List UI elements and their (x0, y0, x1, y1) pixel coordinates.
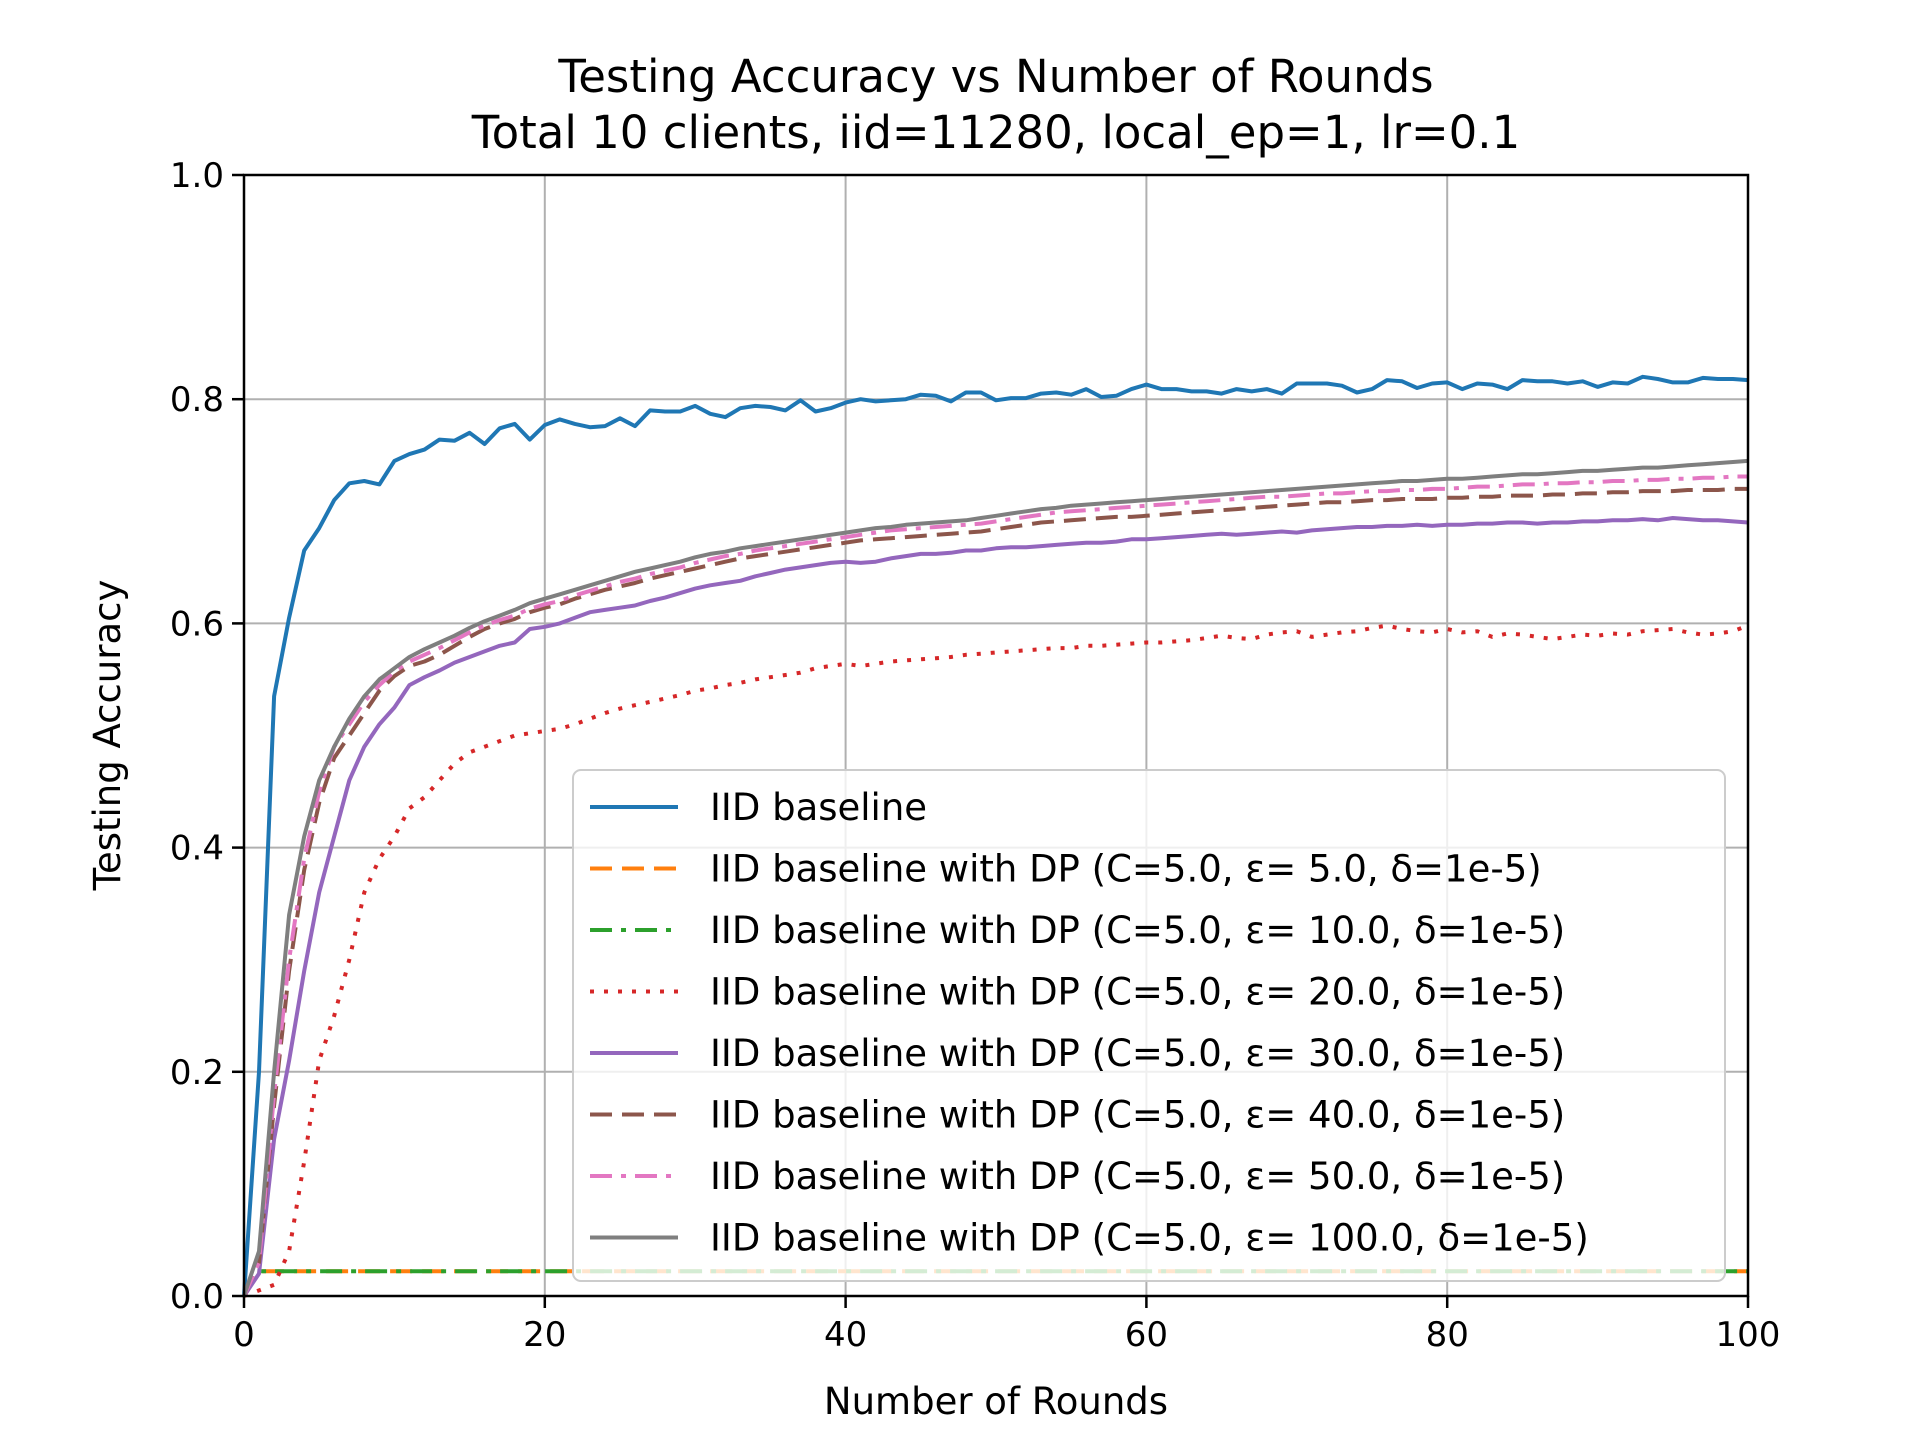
x-tick-label: 0 (233, 1315, 255, 1355)
x-tick-label: 80 (1426, 1315, 1469, 1355)
x-axis-label: Number of Rounds (824, 1380, 1168, 1423)
y-axis-label: Testing Accuracy (86, 580, 129, 892)
series-line-0 (242, 374, 1749, 1297)
y-tick-label: 0.6 (170, 604, 224, 644)
axis-ticks: 0 20 40 60 80 100 0.0 0.2 0.4 0.6 0.8 1.0 (170, 156, 1781, 1355)
legend-label-6: IID baseline with DP (C=5.0, ε= 50.0, δ=… (710, 1155, 1565, 1198)
chart-title: Testing Accuracy vs Number of Rounds (557, 50, 1433, 103)
y-tick-label: 0.4 (170, 829, 224, 869)
legend-label-1: IID baseline with DP (C=5.0, ε= 5.0, δ=1… (710, 848, 1542, 891)
legend-label-5: IID baseline with DP (C=5.0, ε= 40.0, δ=… (710, 1094, 1565, 1137)
y-tick-label: 0.8 (170, 380, 224, 420)
chart-subtitle: Total 10 clients, iid=11280, local_ep=1,… (471, 106, 1520, 159)
series-line-4 (242, 516, 1749, 1298)
x-tick-label: 100 (1716, 1315, 1781, 1355)
series-line-7 (242, 458, 1749, 1297)
series-line-6 (242, 474, 1748, 1297)
legend-label-3: IID baseline with DP (C=5.0, ε= 20.0, δ=… (710, 971, 1565, 1014)
x-tick-label: 40 (824, 1315, 867, 1355)
plot-frame (242, 173, 1750, 1298)
y-tick-label: 1.0 (170, 156, 224, 196)
legend-label-7: IID baseline with DP (C=5.0, ε= 100.0, δ… (710, 1217, 1589, 1260)
series-line-5 (242, 486, 1748, 1297)
y-tick-label: 0.0 (170, 1277, 224, 1317)
legend: IID baseline IID baseline with DP (C=5.0,… (572, 769, 1726, 1282)
legend-label-0: IID baseline (710, 786, 927, 829)
x-tick-label: 20 (523, 1315, 566, 1355)
legend-label-2: IID baseline with DP (C=5.0, ε= 10.0, δ=… (710, 909, 1565, 952)
y-tick-label: 0.2 (170, 1053, 224, 1093)
legend-label-4: IID baseline with DP (C=5.0, ε= 30.0, δ=… (710, 1032, 1565, 1075)
legend-box (572, 769, 1726, 1282)
x-tick-label: 60 (1125, 1315, 1168, 1355)
